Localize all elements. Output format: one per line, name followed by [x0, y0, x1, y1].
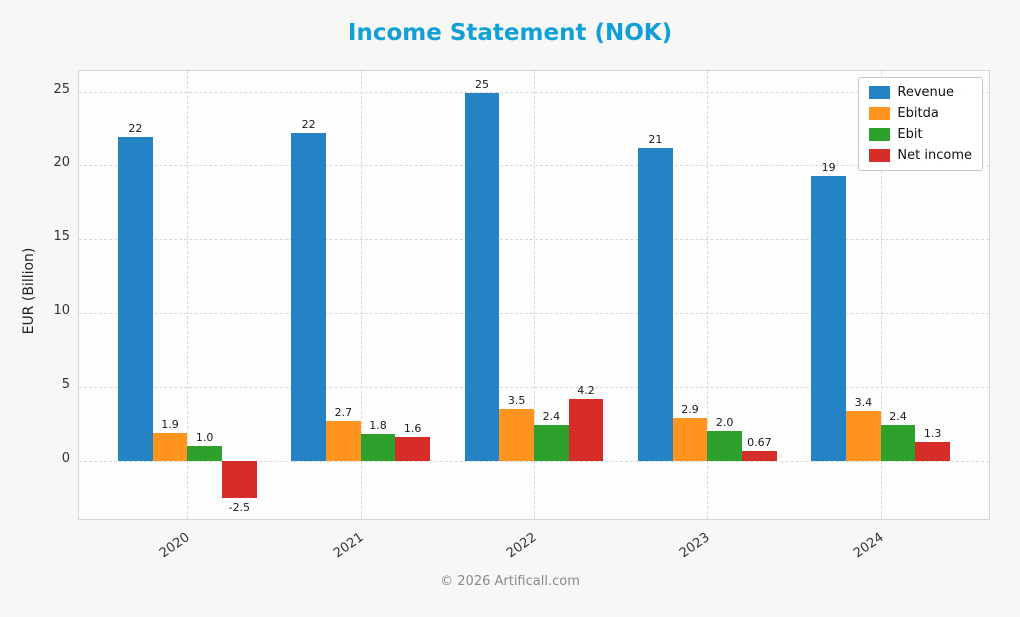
- footer-copyright: © 2026 Artificall.com: [440, 574, 580, 589]
- bar-value-label: 0.67: [747, 435, 772, 449]
- bar-ebit-2020: [187, 445, 222, 461]
- y-tick-label: 25: [53, 81, 70, 97]
- bar-value-label: 25: [475, 78, 489, 92]
- bar-net-income-2020: [222, 460, 257, 498]
- bar-revenue-2024: [811, 175, 846, 461]
- y-tick-label: 0: [61, 450, 70, 466]
- bar-revenue-2022: [464, 93, 500, 461]
- x-tick-label: 2023: [677, 530, 713, 562]
- bar-value-label: 19: [821, 160, 836, 174]
- legend-item-ebitda: Ebitda: [869, 106, 972, 121]
- plot-area: 22 22 25 21 19 1.9 2.7 3.5 2.9 3.4 1.0 1.8 2.4 2.0 2.4…: [78, 70, 990, 520]
- bar-ebit-2023: [707, 431, 742, 461]
- bar-net-income-2023: [742, 450, 777, 461]
- bar-value-label: 4.2: [577, 383, 595, 397]
- bar-ebit-2024: [880, 425, 916, 461]
- y-tick-label: 5: [61, 376, 70, 392]
- bar-net-income-2024: [915, 441, 950, 461]
- y-tick-label: 15: [53, 229, 70, 245]
- legend-label: Net income: [897, 148, 972, 163]
- bar-ebitda-2022: [499, 409, 534, 461]
- legend: Revenue Ebitda Ebit Net income: [858, 77, 983, 171]
- legend-swatch-ebit: [869, 128, 891, 141]
- bar-ebitda-2021: [326, 420, 361, 461]
- x-tick-label: 2021: [330, 530, 367, 562]
- legend-label: Revenue: [897, 85, 955, 100]
- legend-label: Ebitda: [897, 106, 939, 121]
- bar-ebitda-2020: [152, 432, 188, 461]
- legend-label: Ebit: [897, 127, 923, 142]
- bar-value-label: 1.6: [403, 422, 422, 436]
- bar-value-label: 22: [128, 122, 143, 136]
- bar-value-label: 1.8: [369, 419, 387, 433]
- chart-title: Income Statement (NOK): [347, 20, 673, 46]
- bar-value-label: 3.5: [507, 394, 526, 408]
- bar-ebitda-2024: [846, 410, 881, 461]
- bar-value-label: 2.4: [542, 410, 561, 424]
- bar-revenue-2020: [118, 137, 153, 461]
- legend-item-revenue: Revenue: [869, 85, 972, 100]
- bar-revenue-2021: [291, 132, 326, 461]
- bar-value-label: 1.0: [195, 430, 214, 444]
- legend-swatch-revenue: [869, 86, 891, 99]
- y-tick-label: 10: [53, 303, 70, 319]
- v-gridline: [360, 71, 362, 519]
- bar-ebitda-2023: [672, 417, 708, 461]
- bar-net-income-2021: [395, 437, 430, 461]
- legend-item-net-income: Net income: [869, 148, 972, 163]
- bar-value-label: 2.4: [889, 410, 907, 424]
- bar-value-label: 2.7: [334, 405, 353, 419]
- y-tick-label: 20: [53, 155, 70, 171]
- bar-ebit-2022: [534, 425, 569, 461]
- bar-net-income-2022: [568, 398, 604, 461]
- legend-item-ebit: Ebit: [869, 127, 972, 142]
- v-gridline: [534, 71, 535, 519]
- bar-value-label: 3.4: [854, 395, 873, 409]
- bar-value-label: 21: [648, 132, 663, 146]
- bar-value-label: 22: [301, 117, 316, 131]
- bar-value-label: 1.3: [923, 426, 942, 440]
- bar-value-label: 2.9: [681, 402, 699, 416]
- bar-value-label: -2.5: [228, 500, 251, 514]
- v-gridline: [187, 71, 189, 519]
- x-tick-label: 2020: [157, 530, 193, 562]
- v-gridline: [707, 71, 709, 519]
- v-gridline: [880, 71, 882, 519]
- x-tick-label: 2022: [503, 530, 540, 562]
- bar-value-label: 1.9: [161, 417, 179, 431]
- bar-revenue-2023: [638, 147, 673, 461]
- legend-swatch-ebitda: [869, 107, 891, 120]
- bar-ebit-2021: [360, 434, 396, 461]
- bar-value-label: 2.0: [715, 416, 734, 430]
- x-tick-label: 2024: [850, 530, 887, 562]
- legend-swatch-net-income: [869, 149, 891, 162]
